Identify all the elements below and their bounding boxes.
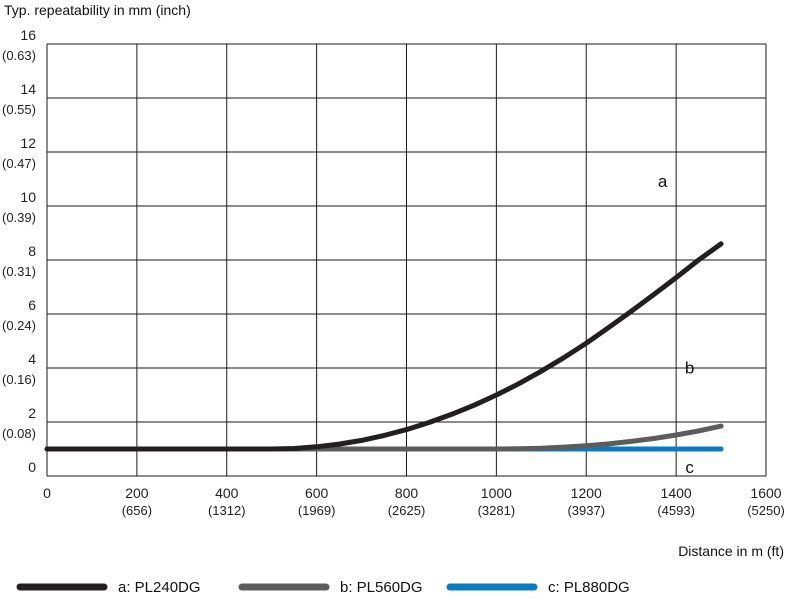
y-tick-label: 4 [28,351,36,367]
x-tick-label: 600 [305,485,329,501]
y-tick-label: 16 [20,27,36,43]
y-tick-label: 14 [20,81,36,97]
y-tick-label: 12 [20,135,36,151]
series-line-a [44,241,724,452]
x-tick-sublabel: (2625) [388,503,426,518]
data-series [44,241,724,452]
legend-label-a: a: PL240DG [118,579,201,596]
curve-labels: a b c [658,172,694,477]
y-tick-sublabel: (0.55) [2,102,36,117]
curve-label-b: b [685,358,694,377]
x-tick-sublabel: (3281) [478,503,516,518]
x-tick-sublabel: (1312) [208,503,246,518]
x-tick-label: 1000 [481,485,512,501]
y-tick-sublabel: (0.16) [2,372,36,387]
legend-label-b: b: PL560DG [340,579,423,596]
y-tick-label: 8 [28,243,36,259]
x-tick-sublabel: (5250) [747,503,785,518]
chart-grid [46,43,767,477]
curve-label-a: a [658,172,668,191]
y-tick-label: 6 [28,297,36,313]
y-tick-sublabel: (0.24) [2,318,36,333]
x-axis-title: Distance in m (ft) [678,543,784,559]
y-tick-label: 10 [20,189,36,205]
x-tick-sublabel: (3937) [567,503,605,518]
legend: a: PL240DG b: PL560DG c: PL880DG [16,579,630,596]
x-tick-sublabel: (4593) [657,503,695,518]
x-tick-label: 1200 [571,485,602,501]
y-axis-ticks: 0 2 (0.08) 4 (0.16) 6 (0.24) 8 (0.31) 10 (0.39) 12 (… [2,27,36,475]
y-tick-label: 2 [28,405,36,421]
y-axis-title: Typ. repeatability in mm (inch) [4,2,191,18]
x-tick-label: 800 [395,485,419,501]
y-tick-sublabel: (0.63) [2,48,36,63]
x-tick-label: 0 [43,485,51,501]
curve-label-c: c [685,458,694,477]
x-tick-sublabel: (1969) [298,503,336,518]
x-axis-ticks: 0 200 (656) 400 (1312) 600 (1969) 800 (2625) 1000… [43,485,785,518]
y-tick-sublabel: (0.39) [2,210,36,225]
x-tick-label: 1600 [750,485,781,501]
y-tick-sublabel: (0.08) [2,426,36,441]
y-tick-label: 0 [28,459,36,475]
legend-label-c: c: PL880DG [548,579,630,596]
y-tick-sublabel: (0.31) [2,264,36,279]
x-tick-label: 400 [215,485,239,501]
y-tick-sublabel: (0.47) [2,156,36,171]
x-tick-label: 1400 [661,485,692,501]
x-tick-sublabel: (656) [122,503,152,518]
x-tick-label: 200 [125,485,149,501]
